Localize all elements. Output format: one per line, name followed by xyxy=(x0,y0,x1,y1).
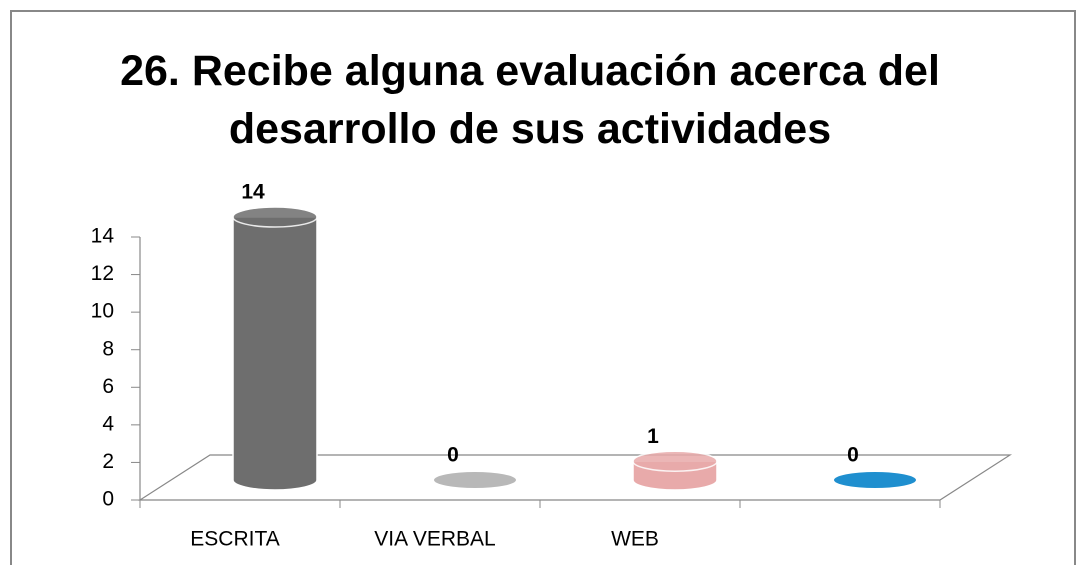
chart-frame xyxy=(10,10,1076,565)
bar-top xyxy=(834,472,916,488)
y-tick-label: 4 xyxy=(102,412,114,435)
y-tick-label: 2 xyxy=(102,450,114,473)
y-tick-label: 10 xyxy=(91,300,114,323)
x-tick-label: VIA VERBAL xyxy=(374,528,495,551)
bar-top xyxy=(632,450,718,472)
bar-body xyxy=(232,216,318,491)
bar-top xyxy=(232,206,318,228)
y-tick-label: 6 xyxy=(102,375,114,398)
value-label: 14 xyxy=(241,181,265,204)
value-label: 0 xyxy=(447,444,459,467)
y-tick-label: 0 xyxy=(102,488,114,511)
floor xyxy=(137,454,1013,501)
y-tick-label: 8 xyxy=(102,337,114,360)
y-tick-label: 14 xyxy=(91,225,115,248)
y-tick-label: 12 xyxy=(91,262,114,285)
chart-title: 26. Recibe alguna evaluación acerca del … xyxy=(120,47,940,153)
x-tick-label: ESCRITA xyxy=(190,528,279,551)
value-label: 1 xyxy=(647,425,659,448)
bar-top xyxy=(434,472,516,488)
x-tick-label: WEB xyxy=(611,528,659,551)
value-label: 0 xyxy=(847,444,859,467)
